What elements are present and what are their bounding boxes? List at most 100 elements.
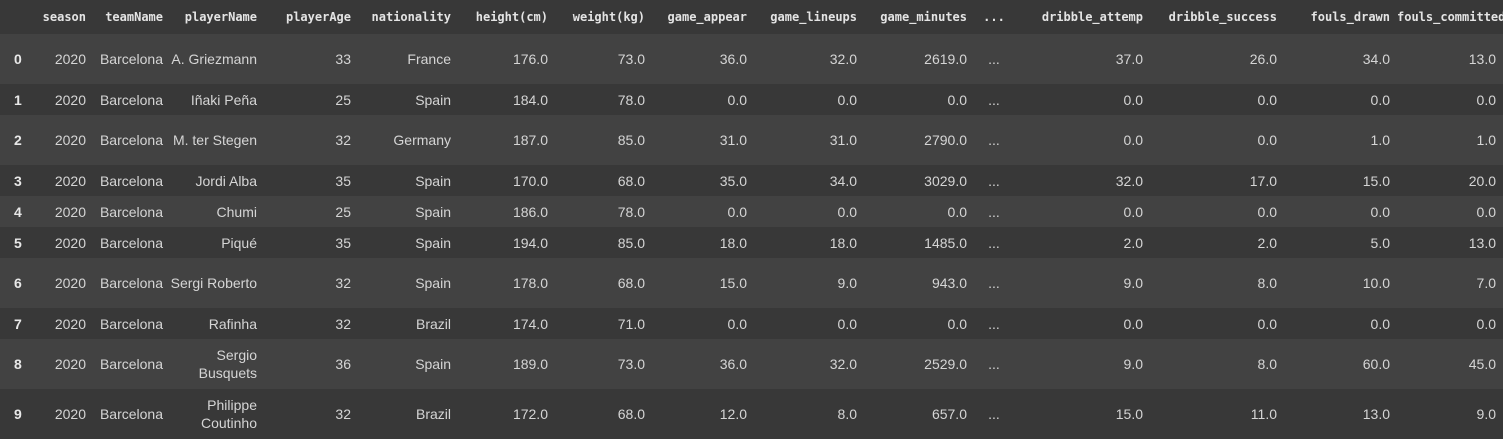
table-cell: 2020 [54,132,86,148]
row-index: 9 [14,406,22,422]
table-cell: 35.0 [719,172,747,189]
table-cell: 45.0 [1468,356,1496,372]
table-cell: 18.0 [719,234,747,251]
table-body: 0 2020 Barcelona A. Griezmann 33 France 176.0 7… [0,34,1503,439]
table-cell: 0.0 [1476,315,1496,332]
table-cell: 60.0 [1362,356,1390,372]
table-cell: Barcelona [99,234,163,251]
table-cell: 2619.0 [924,51,967,67]
table-cell: 2020 [54,203,86,220]
table-cell: Spain [415,91,451,108]
table-cell: Barcelona [99,91,163,108]
table-cell: 32 [335,275,351,291]
table-cell: 34.0 [829,172,857,189]
player-name-cell: Jordi Alba [195,172,257,189]
table-cell: 0.0 [1370,315,1390,332]
table-cell: 13.0 [1468,51,1496,67]
row-index: 5 [14,234,22,251]
table-cell: 32.0 [829,356,857,372]
table-cell: 85.0 [617,132,645,148]
table-cell: 0.0 [837,203,857,220]
table-cell: 20.0 [1468,172,1496,189]
table-cell: 194.0 [512,234,548,251]
table-cell: Barcelona [99,315,163,332]
table-cell: 186.0 [512,203,548,220]
ellipsis-cell: ... [988,51,1000,67]
table-cell: 0.0 [947,91,967,108]
table-cell: 0.0 [1123,132,1143,148]
column-header: nationality [371,10,451,24]
player-name-cell: Chumi [216,203,257,220]
player-name-cell: Piqué [221,234,257,251]
table-cell: 174.0 [512,315,548,332]
table-cell: 18.0 [829,234,857,251]
table-cell: 15.0 [719,275,747,291]
ellipsis-cell: ... [988,91,1000,108]
table-cell: Barcelona [99,132,163,148]
table-cell: 0.0 [1476,203,1496,220]
table-cell: 85.0 [617,234,645,251]
table-cell: 0.0 [1476,91,1496,108]
table-cell: 2790.0 [924,132,967,148]
header-row: season teamName playerName playerAge nationa… [0,0,1503,34]
table-cell: 176.0 [512,51,548,67]
table-cell: 2529.0 [924,356,967,372]
table-cell: 0.0 [947,203,967,220]
table-cell: 9.0 [1123,356,1143,372]
table-cell: Spain [415,275,451,291]
column-header: height(cm) [475,10,548,24]
player-name-cell: Philippe Coutinho [200,397,257,431]
table-cell: 73.0 [617,356,645,372]
ellipsis-cell: ... [988,356,1000,372]
table-cell: 68.0 [617,275,645,291]
table-cell: 178.0 [512,275,548,291]
table-cell: 9.0 [837,275,857,291]
table-cell: 3029.0 [924,172,967,189]
column-header: fouls_drawn [1310,10,1390,24]
table-cell: 36.0 [719,356,747,372]
column-header: fouls_committed [1397,10,1503,24]
table-cell: 31.0 [829,132,857,148]
table-cell: 0.0 [1123,203,1143,220]
table-cell: 34.0 [1362,51,1390,67]
table-cell: 2.0 [1123,234,1143,251]
table-cell: Spain [415,172,451,189]
table-cell: 0.0 [1257,203,1277,220]
table-cell: 35 [335,172,351,189]
table-cell: 172.0 [512,406,548,422]
table-cell: 657.0 [931,406,967,422]
table-cell: 0.0 [1257,91,1277,108]
table-cell: 11.0 [1250,406,1277,422]
table-cell: Brazil [415,406,451,422]
table-cell: 1.0 [1476,132,1496,148]
table-cell: 36 [335,356,351,372]
table-cell: 0.0 [1257,132,1277,148]
table-row: 7 2020 Barcelona Rafinha 32 Brazil 174.0 71.0 0.… [0,308,1503,339]
table-cell: Spain [415,356,451,372]
table-cell: 13.0 [1468,234,1496,251]
table-cell: 32.0 [1115,172,1143,189]
table-cell: 2020 [54,51,86,67]
column-header: season [42,10,86,24]
column-header: playerAge [285,10,351,24]
table-cell: 189.0 [512,356,548,372]
ellipsis-cell: ... [988,172,1000,189]
table-cell: 78.0 [617,203,645,220]
table-cell: Barcelona [99,275,163,291]
table-cell: 12.0 [719,406,747,422]
table-cell: 170.0 [512,172,548,189]
table-cell: Barcelona [99,406,163,422]
ellipsis-cell: ... [988,275,1000,291]
table-cell: 8.0 [1257,275,1277,291]
table-cell: 0.0 [1257,315,1277,332]
table-row: 5 2020 Barcelona Piqué 35 Spain 194.0 85.0 18.0 1… [0,227,1503,258]
player-name-cell: A. Griezmann [171,51,257,67]
table-header: season teamName playerName playerAge nationa… [0,0,1503,34]
row-index: 4 [14,203,22,220]
table-cell: 2020 [54,275,86,291]
table-cell: 15.0 [1362,172,1390,189]
column-header: game_minutes [880,10,967,24]
table-cell: 15.0 [1115,406,1143,422]
ellipsis-cell: ... [988,406,1000,422]
